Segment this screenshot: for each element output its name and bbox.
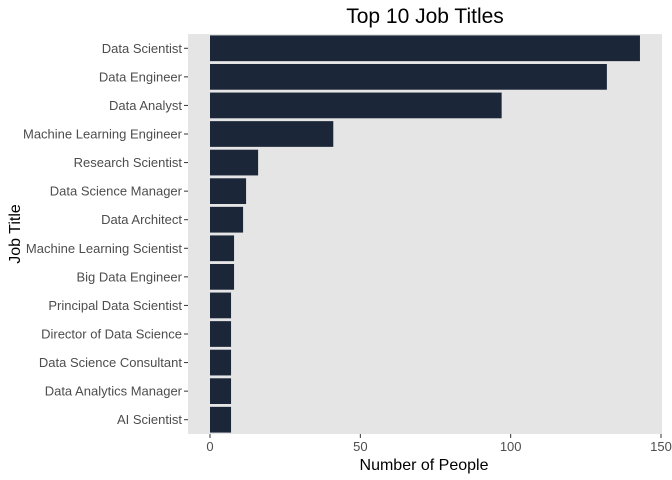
bar-data-science-consultant bbox=[210, 349, 232, 376]
y-tick-label: Data Scientist bbox=[102, 41, 183, 56]
bar-research-scientist bbox=[210, 149, 259, 176]
bar-principal-data-scientist bbox=[210, 292, 232, 319]
y-tick-label: Data Analyst bbox=[109, 98, 182, 113]
x-tick-label: 100 bbox=[500, 439, 522, 454]
bar-data-engineer bbox=[210, 64, 607, 90]
bar-machine-learning-engineer bbox=[210, 121, 334, 147]
x-tick-label: 50 bbox=[353, 439, 367, 454]
bar-big-data-engineer bbox=[210, 264, 235, 290]
bars-group bbox=[210, 35, 640, 433]
y-tick-label: Machine Learning Scientist bbox=[26, 241, 182, 256]
y-tick-label: Data Science Consultant bbox=[39, 355, 182, 370]
bar-data-analyst bbox=[210, 92, 502, 119]
x-axis-title: Number of People bbox=[360, 457, 489, 474]
y-tick-label: Big Data Engineer bbox=[76, 269, 182, 284]
y-tick-label: Data Architect bbox=[101, 212, 182, 227]
bar-data-scientist bbox=[210, 35, 640, 62]
y-tick-label: AI Scientist bbox=[117, 412, 182, 427]
y-tick-label: Principal Data Scientist bbox=[48, 298, 182, 313]
x-tick-label: 0 bbox=[206, 439, 213, 454]
y-tick-label: Machine Learning Engineer bbox=[23, 127, 183, 142]
y-tick-label: Data Analytics Manager bbox=[45, 384, 183, 399]
y-axis-title: Job Title bbox=[7, 204, 24, 264]
y-tick-label: Research Scientist bbox=[74, 155, 183, 170]
y-tick-label: Director of Data Science bbox=[41, 327, 182, 342]
y-axis: Data Scientist Data Engineer Data Analyst M… bbox=[23, 41, 188, 427]
x-tick-label: 150 bbox=[650, 439, 672, 454]
y-tick-label: Data Science Manager bbox=[50, 184, 183, 199]
bar-data-architect bbox=[210, 206, 244, 233]
bar-machine-learning-scientist bbox=[210, 235, 235, 262]
bar-director-of-data-science bbox=[210, 321, 232, 347]
bar-data-science-manager bbox=[210, 178, 247, 204]
x-axis: 0 50 100 150 bbox=[206, 434, 672, 454]
chart-title: Top 10 Job Titles bbox=[346, 5, 504, 28]
y-tick-label: Data Engineer bbox=[99, 69, 183, 84]
bar-data-analytics-manager bbox=[210, 378, 232, 404]
bar-ai-scientist bbox=[210, 406, 232, 433]
